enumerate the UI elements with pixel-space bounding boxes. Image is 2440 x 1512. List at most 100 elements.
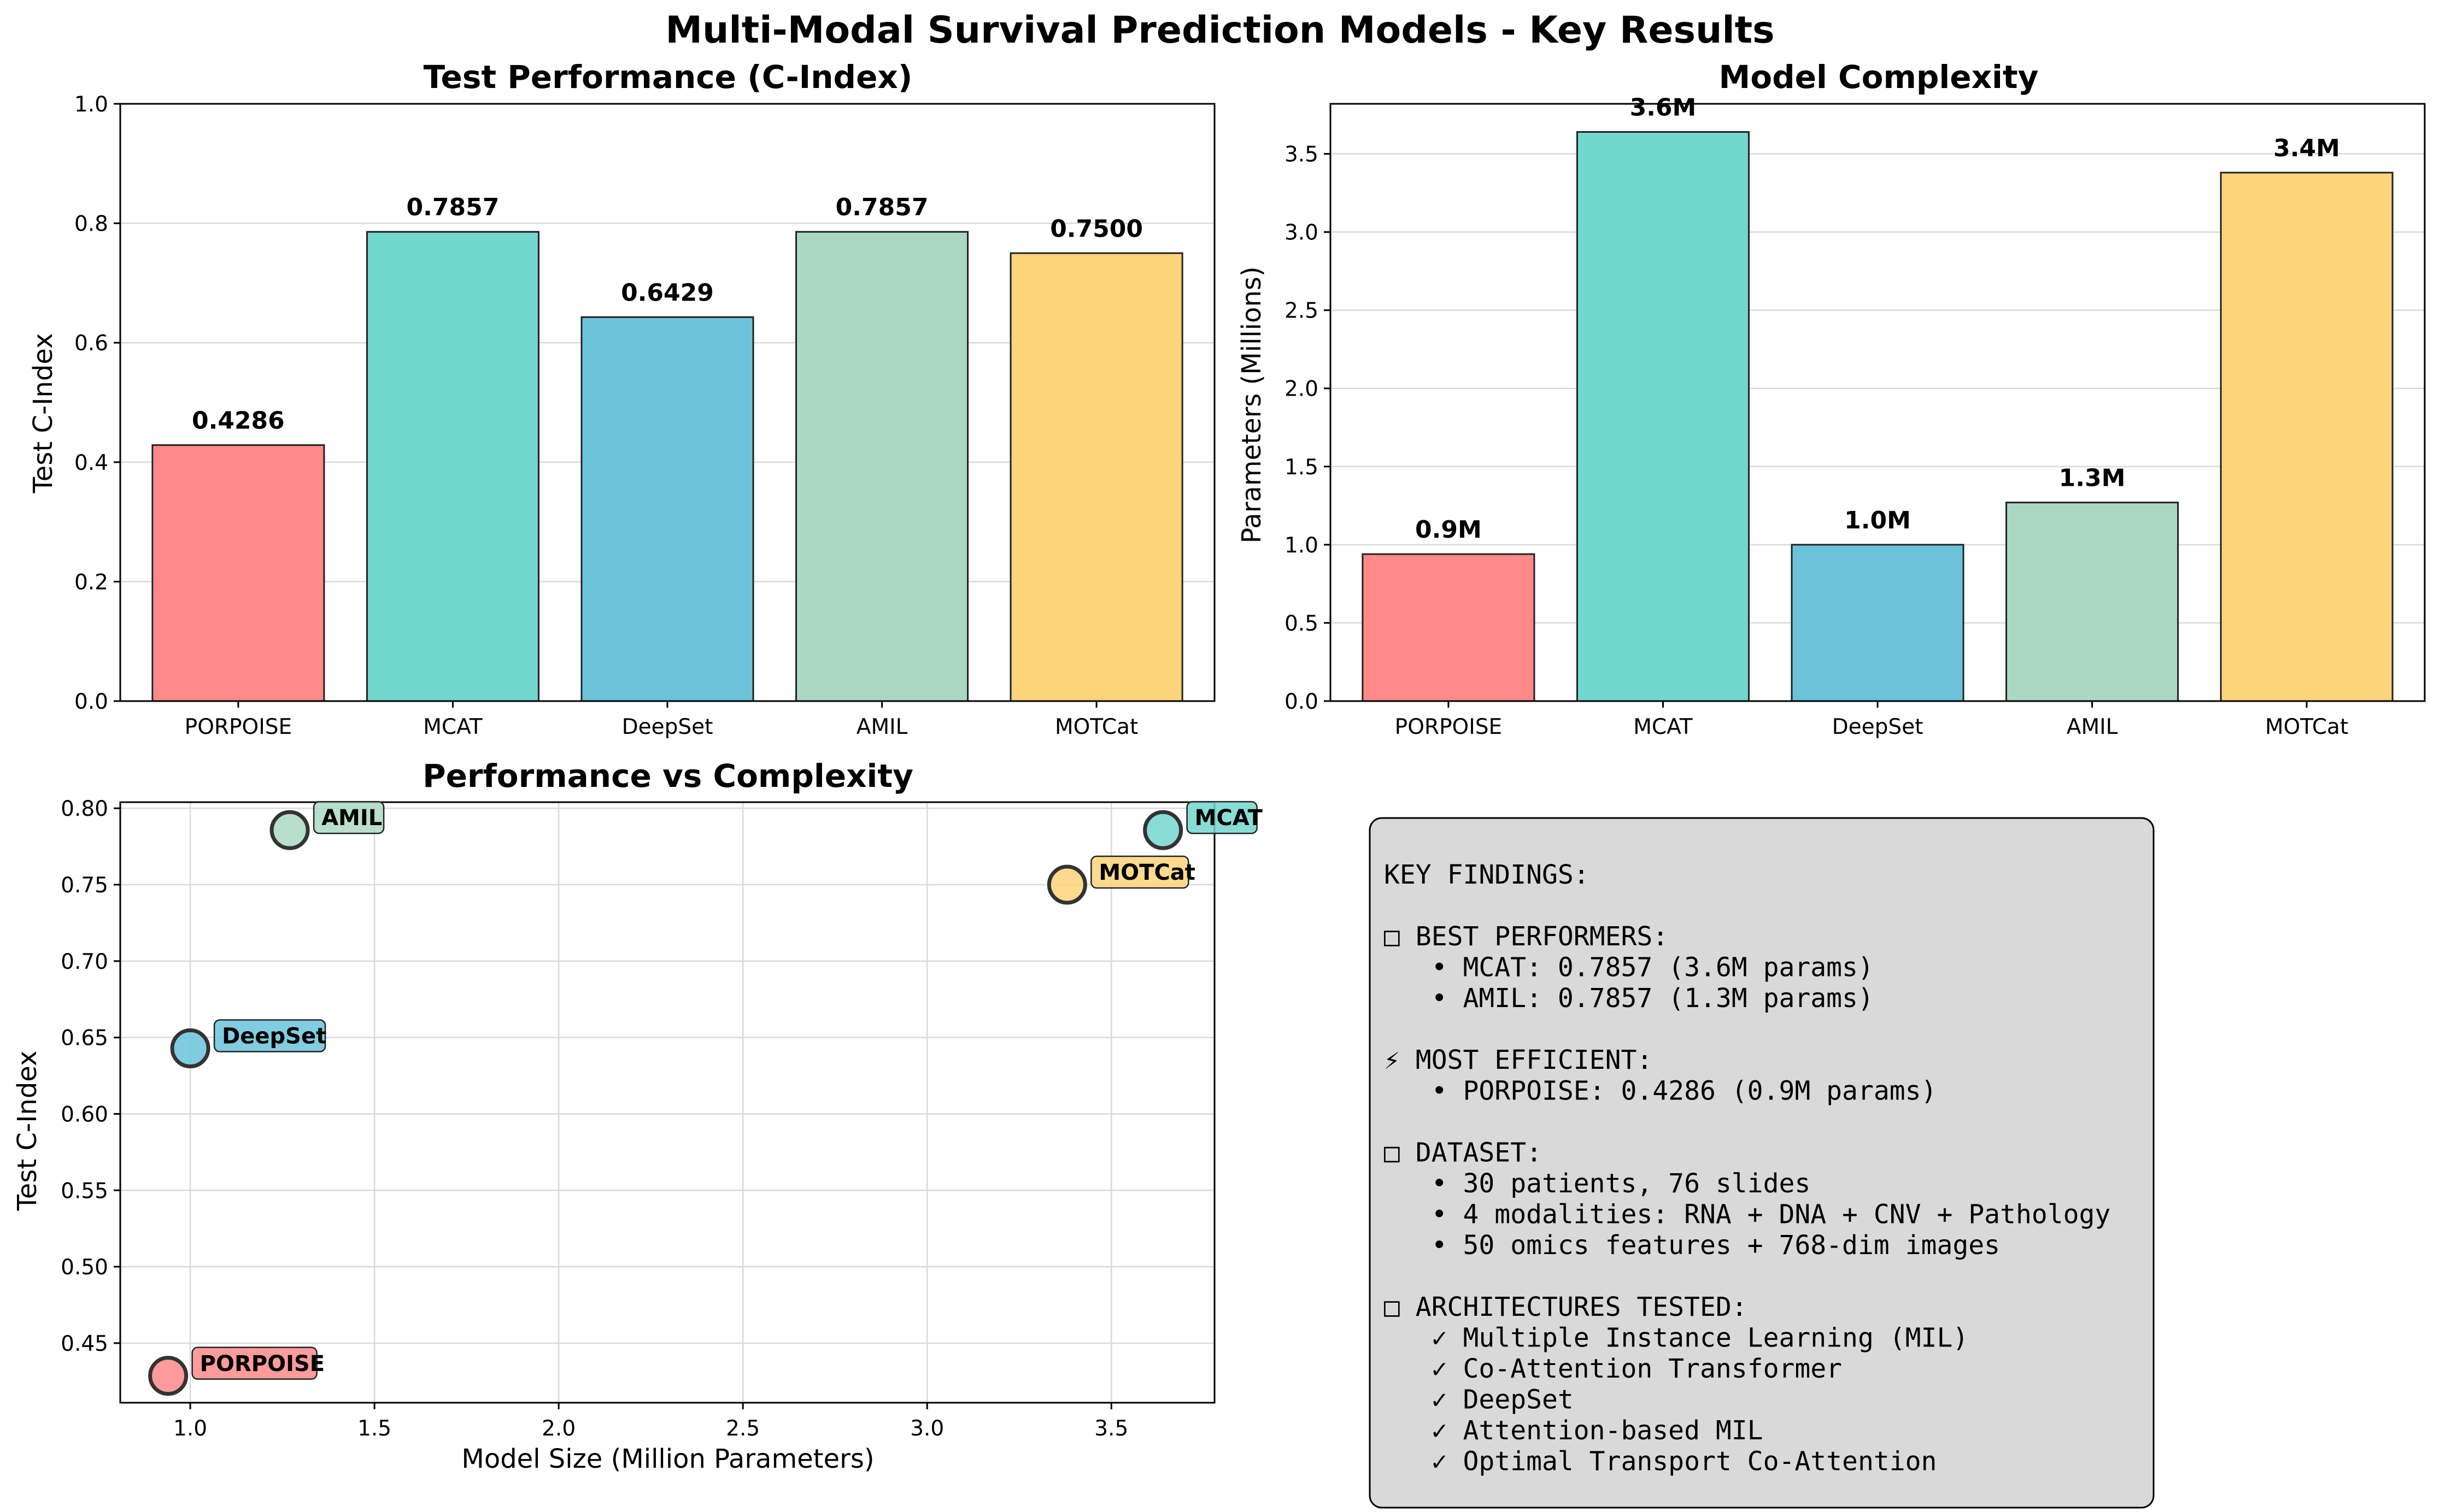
point-label-box bbox=[1186, 801, 1258, 834]
bar-motcat bbox=[1010, 252, 1183, 702]
bar-porpoise bbox=[151, 444, 325, 702]
y-tick-label: 3.0 bbox=[1284, 221, 1318, 245]
point-porpoise bbox=[148, 1356, 189, 1396]
point-motcat bbox=[1047, 864, 1087, 905]
point-label: MCAT bbox=[1195, 805, 1263, 831]
point-deepset bbox=[170, 1028, 210, 1069]
findings-line: KEY FINDINGS: bbox=[1384, 860, 1589, 890]
findings-line: ✓ DeepSet bbox=[1384, 1385, 1574, 1415]
x-tick-label: AMIL bbox=[857, 715, 908, 739]
y-tick-label: 3.5 bbox=[1284, 143, 1318, 167]
x-tick-label: 2.0 bbox=[542, 1416, 576, 1441]
findings-line: ✓ Multiple Instance Learning (MIL) bbox=[1384, 1323, 1968, 1354]
axis-ticks: 1.0 1.5 2.0 2.5 3.0 3.5 0.45 0.50 0.55 0.60 0.65 0.… bbox=[61, 797, 1128, 1441]
bar-value-label: 3.6M bbox=[1630, 94, 1697, 122]
findings-line: • PORPOISE: 0.4286 (0.9M params) bbox=[1384, 1076, 1937, 1107]
performance-vs-complexity-scatter: Performance vs Complexity Model Size (Mi… bbox=[12, 757, 1263, 1474]
bar-amil bbox=[2005, 502, 2179, 702]
y-tick-label: 1.0 bbox=[74, 92, 108, 117]
findings-line: • 4 modalities: RNA + DNA + CNV + Pathol… bbox=[1384, 1199, 2110, 1230]
chart-title: Test Performance (C-Index) bbox=[424, 58, 913, 96]
bar-value-label: 0.7857 bbox=[407, 193, 500, 221]
points: PORPOISE MCAT DeepSet AMIL MOTCat bbox=[148, 801, 1263, 1396]
bar-value-label: 1.3M bbox=[2059, 464, 2126, 492]
bar-deepset bbox=[580, 316, 754, 702]
y-tick-label: 0.45 bbox=[61, 1332, 108, 1356]
y-tick-label: 0.70 bbox=[61, 950, 108, 974]
x-tick-label: MCAT bbox=[1633, 715, 1693, 739]
point-label: MOTCat bbox=[1099, 860, 1195, 885]
bars: 0.9M 3.6M 1.0M 1.3M 3.4M bbox=[1362, 94, 2394, 702]
x-tick-label: 1.0 bbox=[173, 1416, 207, 1441]
key-findings-box: KEY FINDINGS: □ BEST PERFORMERS: • MCAT: … bbox=[1369, 817, 2155, 1509]
bars: 0.4286 0.7857 0.6429 0.7857 0.7500 bbox=[151, 193, 1183, 702]
x-axis-label: Model Size (Million Parameters) bbox=[461, 1444, 874, 1474]
findings-line: • 30 patients, 76 slides bbox=[1384, 1168, 1810, 1199]
x-tick-label: MCAT bbox=[423, 715, 483, 739]
point-label: DeepSet bbox=[222, 1024, 326, 1049]
findings-line: □ ARCHITECTURES TESTED: bbox=[1384, 1292, 1747, 1322]
x-tick-label: DeepSet bbox=[622, 715, 713, 739]
bar-value-label: 1.0M bbox=[1844, 507, 1911, 534]
grid-lines bbox=[120, 802, 1215, 1403]
bar-value-label: 0.9M bbox=[1415, 516, 1482, 544]
axis-ticks: 0.0 0.2 0.4 0.6 0.8 1.0 PORPOISE MCAT DeepSet AMI… bbox=[74, 92, 1138, 739]
y-tick-label: 0.60 bbox=[61, 1102, 108, 1127]
bar-value-label: 0.4286 bbox=[192, 407, 285, 435]
x-tick-label: DeepSet bbox=[1832, 715, 1923, 739]
findings-box-background bbox=[1369, 817, 2155, 1509]
point-label-box bbox=[191, 1346, 318, 1380]
figure-title: Multi-Modal Survival Prediction Models -… bbox=[665, 9, 1774, 52]
bar-porpoise bbox=[1362, 553, 1535, 702]
x-tick-label: 3.5 bbox=[1094, 1416, 1128, 1441]
x-tick-label: 1.5 bbox=[357, 1416, 391, 1441]
x-tick-label: PORPOISE bbox=[1395, 715, 1502, 739]
bar-mcat bbox=[1576, 131, 1750, 702]
x-tick-label: PORPOISE bbox=[185, 715, 292, 739]
y-tick-label: 0.80 bbox=[61, 797, 108, 821]
y-tick-label: 0.50 bbox=[61, 1255, 108, 1280]
findings-line: □ BEST PERFORMERS: bbox=[1384, 921, 1668, 952]
bar-mcat bbox=[366, 231, 539, 702]
y-tick-label: 0.75 bbox=[61, 873, 108, 898]
bar-value-label: 3.4M bbox=[2273, 134, 2340, 162]
complexity-bar-chart: Model Complexity Parameters (Millions) 0… bbox=[1236, 58, 2426, 739]
y-tick-label: 0.2 bbox=[74, 570, 108, 595]
point-mcat bbox=[1143, 810, 1183, 850]
x-tick-label: AMIL bbox=[2067, 715, 2118, 739]
y-tick-label: 0.5 bbox=[1284, 611, 1318, 636]
findings-line: • 50 omics features + 768-dim images bbox=[1384, 1230, 2000, 1261]
y-tick-label: 0.0 bbox=[1284, 690, 1318, 714]
point-label-box bbox=[213, 1019, 326, 1052]
c-index-bar-chart: Test Performance (C-Index) Test C-Index … bbox=[28, 58, 1216, 739]
y-tick-label: 1.0 bbox=[1284, 533, 1318, 558]
x-tick-label: 3.0 bbox=[910, 1416, 944, 1441]
point-label-box bbox=[1090, 855, 1189, 889]
y-axis-label: Test C-Index bbox=[28, 333, 58, 494]
chart-title: Model Complexity bbox=[1719, 58, 2039, 96]
findings-line: ✓ Optimal Transport Co-Attention bbox=[1384, 1446, 1937, 1477]
bar-deepset bbox=[1791, 544, 1964, 702]
findings-line: • MCAT: 0.7857 (3.6M params) bbox=[1384, 952, 1874, 983]
y-tick-label: 0.6 bbox=[74, 331, 108, 356]
y-tick-label: 0.65 bbox=[61, 1026, 108, 1051]
axes-frame bbox=[119, 103, 1216, 702]
bar-value-label: 0.7500 bbox=[1050, 215, 1143, 243]
bar-value-label: 0.7857 bbox=[836, 193, 929, 221]
findings-line: ✓ Co-Attention Transformer bbox=[1384, 1354, 1842, 1384]
x-tick-label: 2.5 bbox=[726, 1416, 760, 1441]
point-amil bbox=[269, 810, 310, 850]
y-axis-label: Test C-Index bbox=[12, 1051, 43, 1211]
y-tick-label: 0.8 bbox=[74, 212, 108, 237]
findings-line: □ DATASET: bbox=[1384, 1138, 1542, 1168]
y-tick-label: 0.4 bbox=[74, 451, 108, 475]
y-tick-label: 2.5 bbox=[1284, 299, 1318, 323]
findings-line: ⚡ MOST EFFICIENT: bbox=[1384, 1045, 1652, 1075]
point-label-box bbox=[313, 801, 385, 834]
bar-amil bbox=[795, 231, 969, 702]
x-tick-label: MOTCat bbox=[2265, 715, 2348, 739]
axis-ticks: 0.0 0.5 1.0 1.5 2.0 2.5 3.0 3.5 PORPOISE MCAT Deep… bbox=[1284, 143, 2348, 739]
chart-title: Performance vs Complexity bbox=[423, 757, 913, 795]
axes-frame bbox=[119, 801, 1216, 1404]
axes-frame bbox=[1329, 103, 2426, 702]
